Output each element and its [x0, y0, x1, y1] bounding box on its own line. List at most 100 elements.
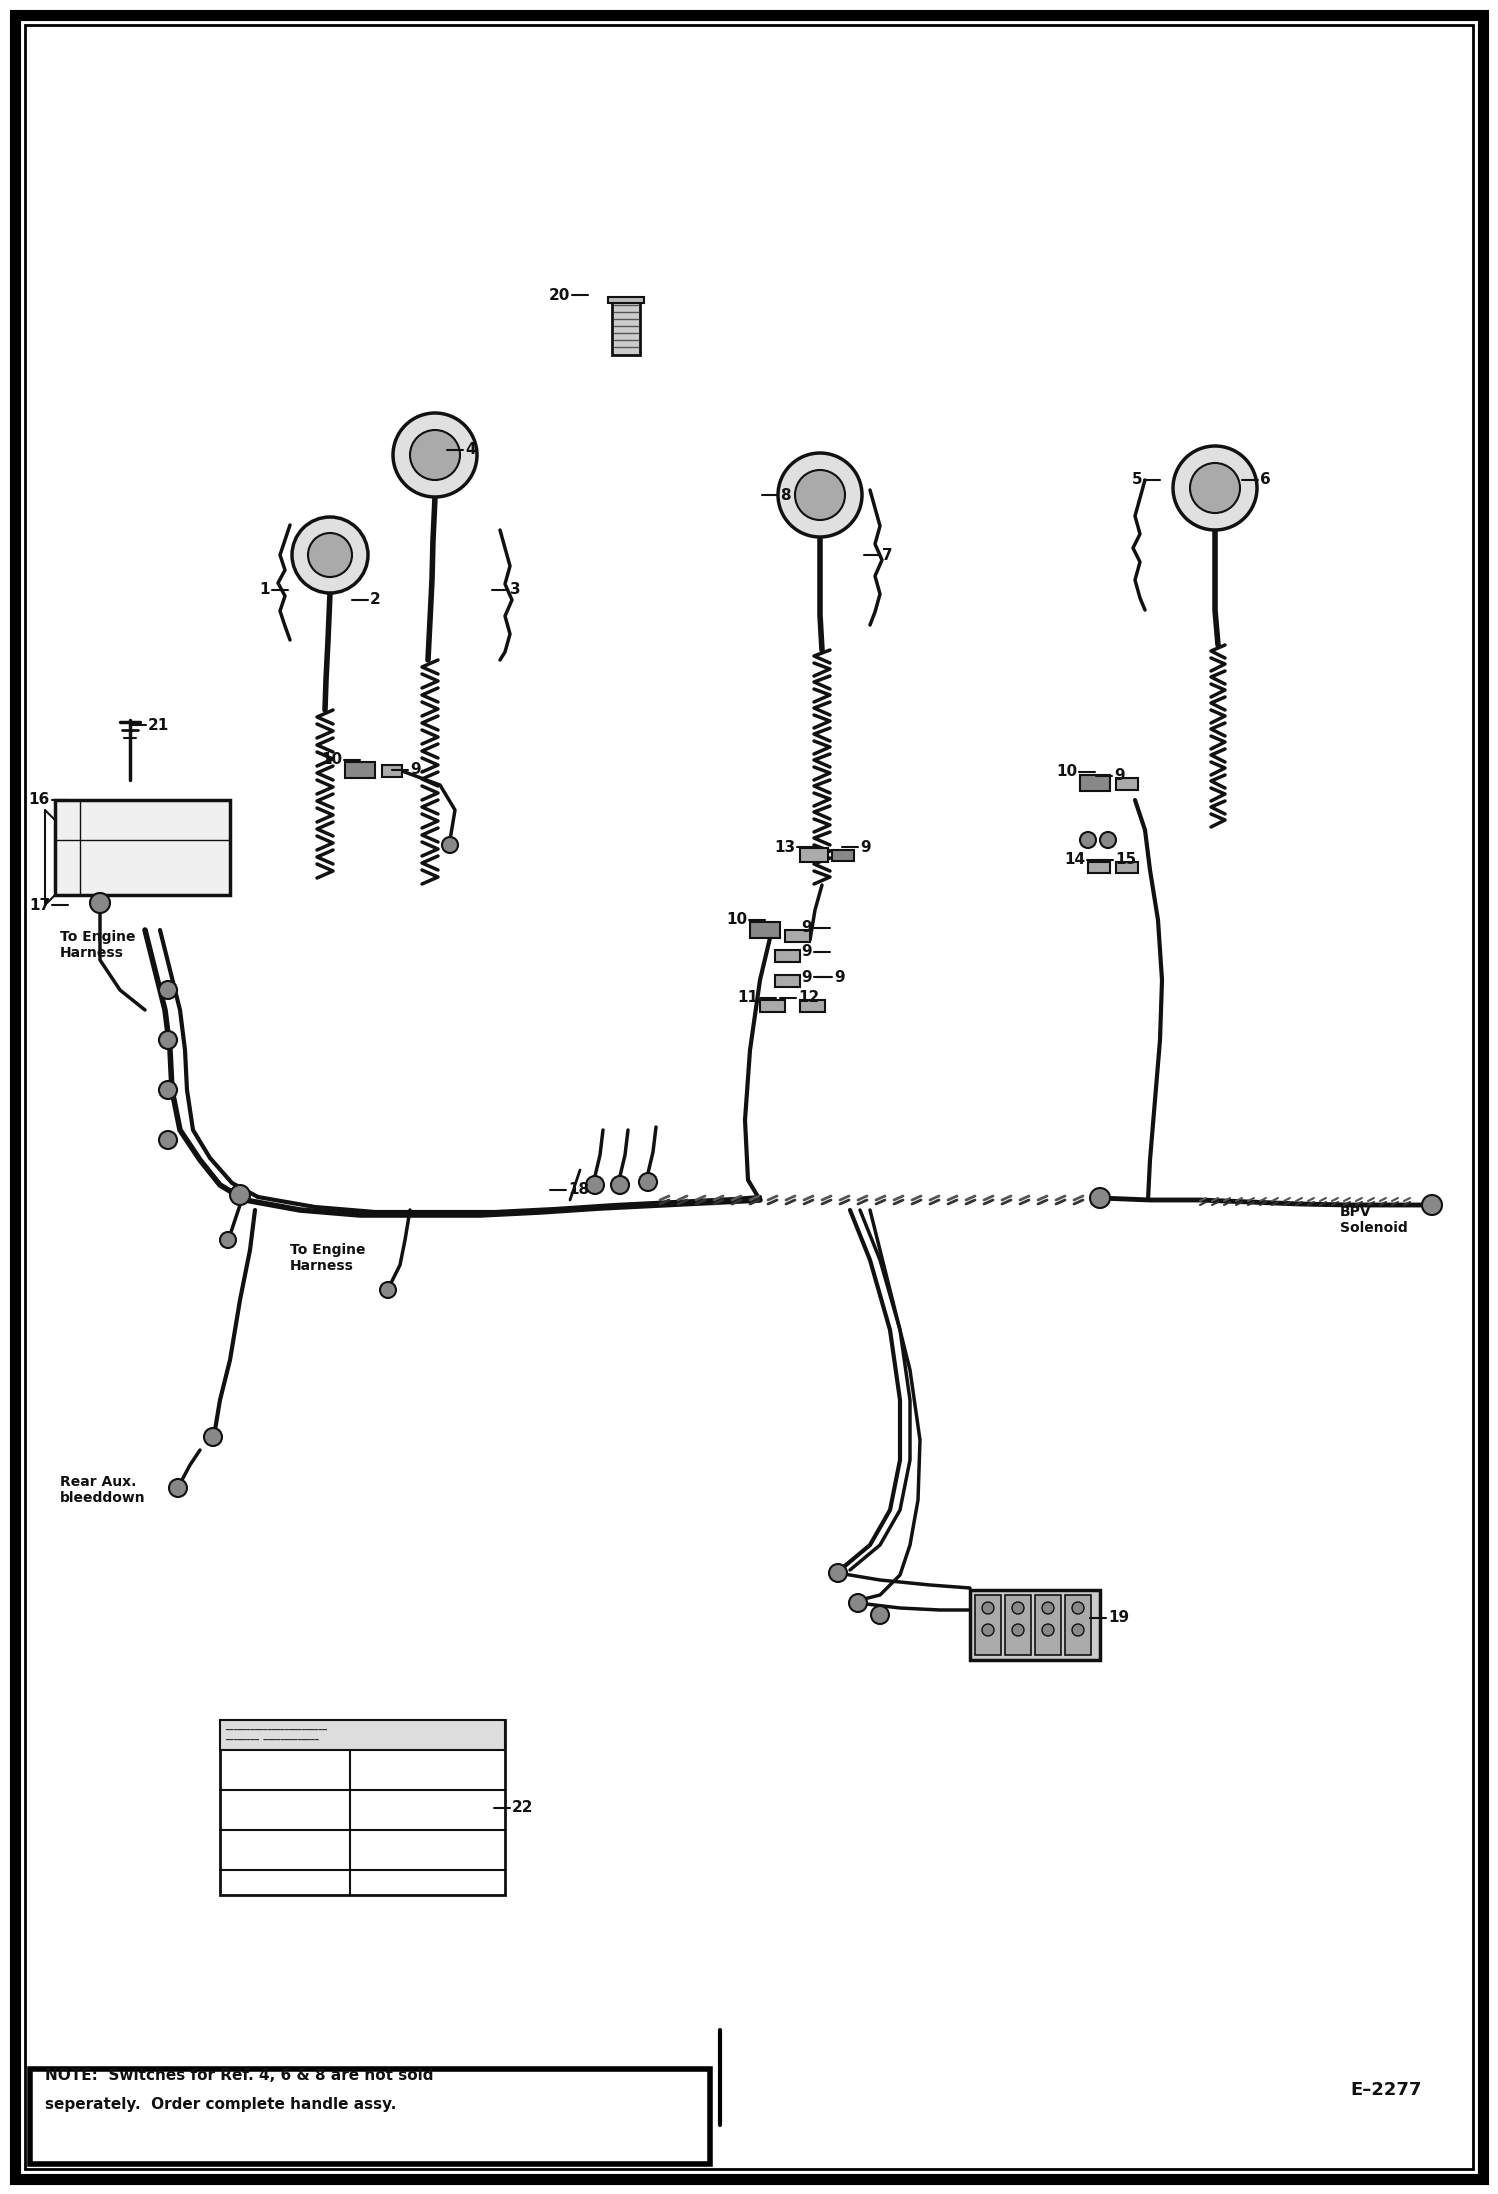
Bar	[382, 766, 401, 777]
Text: 19: 19	[1109, 1610, 1129, 1626]
Text: E–2277: E–2277	[1350, 2080, 1422, 2100]
Text: 20: 20	[548, 287, 571, 303]
Text: 4: 4	[464, 443, 476, 459]
Circle shape	[1043, 1602, 1055, 1615]
Circle shape	[586, 1176, 604, 1194]
Circle shape	[1422, 1196, 1443, 1215]
Text: 15: 15	[1115, 853, 1135, 867]
Circle shape	[1073, 1624, 1085, 1637]
Text: 10: 10	[321, 753, 342, 768]
Circle shape	[983, 1602, 995, 1615]
Circle shape	[380, 1281, 395, 1299]
Text: 5: 5	[1131, 472, 1141, 487]
Bar	[800, 849, 828, 862]
Text: 16: 16	[28, 792, 49, 807]
Circle shape	[828, 1564, 846, 1582]
Circle shape	[159, 981, 177, 998]
Text: 9: 9	[410, 764, 421, 777]
Circle shape	[204, 1428, 222, 1446]
Bar	[345, 761, 374, 779]
Text: 9: 9	[801, 921, 812, 935]
Bar	[1088, 862, 1110, 873]
Text: seperately.  Order complete handle assy.: seperately. Order complete handle assy.	[45, 2097, 397, 2113]
Circle shape	[159, 1082, 177, 1099]
Circle shape	[1013, 1602, 1025, 1615]
Text: 9: 9	[860, 840, 870, 853]
Text: 8: 8	[780, 487, 791, 502]
Text: ━━━━━━━━  ━━━━━━━━━━━━━: ━━━━━━━━ ━━━━━━━━━━━━━	[225, 1738, 319, 1742]
Circle shape	[231, 1185, 250, 1205]
Text: 9: 9	[801, 943, 812, 959]
Bar	[975, 1595, 1001, 1654]
Bar	[608, 296, 644, 303]
Text: 14: 14	[1064, 853, 1085, 867]
Bar	[55, 801, 231, 895]
Bar	[30, 2069, 710, 2163]
Text: 11: 11	[737, 989, 758, 1005]
Text: 21: 21	[148, 717, 169, 733]
Text: 17: 17	[28, 897, 49, 913]
Bar	[613, 301, 640, 355]
Bar	[1116, 862, 1138, 873]
Bar	[774, 974, 800, 987]
Bar	[831, 849, 854, 860]
Bar	[800, 1000, 825, 1011]
Circle shape	[169, 1479, 187, 1496]
Bar	[774, 950, 800, 961]
Circle shape	[90, 893, 109, 913]
Circle shape	[983, 1624, 995, 1637]
Circle shape	[392, 412, 476, 498]
Text: 18: 18	[568, 1183, 589, 1198]
Bar	[759, 1000, 785, 1011]
Text: 10: 10	[1056, 764, 1077, 779]
Text: BPV
Solenoid: BPV Solenoid	[1341, 1205, 1408, 1235]
Circle shape	[410, 430, 460, 480]
Circle shape	[795, 470, 845, 520]
Text: 3: 3	[509, 581, 521, 597]
Bar	[1065, 1595, 1091, 1654]
Bar	[785, 930, 810, 941]
Circle shape	[777, 452, 861, 538]
Circle shape	[611, 1176, 629, 1194]
Text: 9: 9	[834, 970, 845, 985]
Text: To Engine
Harness: To Engine Harness	[291, 1242, 366, 1273]
Bar	[1035, 1595, 1061, 1654]
Text: ━━━━━━━━━━━━━━━━━━━━━━━━: ━━━━━━━━━━━━━━━━━━━━━━━━	[225, 1727, 327, 1733]
Text: 9: 9	[1115, 768, 1125, 783]
Circle shape	[1073, 1602, 1085, 1615]
Circle shape	[309, 533, 352, 577]
Bar	[220, 1720, 505, 1896]
Bar	[971, 1591, 1100, 1661]
Text: 7: 7	[882, 548, 893, 562]
Text: 6: 6	[1260, 472, 1270, 487]
Bar	[750, 921, 780, 939]
Circle shape	[220, 1233, 237, 1248]
Bar	[220, 1720, 505, 1751]
Text: 13: 13	[774, 840, 795, 853]
Circle shape	[1043, 1624, 1055, 1637]
Circle shape	[159, 1130, 177, 1150]
Circle shape	[870, 1606, 888, 1624]
Circle shape	[1100, 832, 1116, 849]
Circle shape	[1013, 1624, 1025, 1637]
Circle shape	[442, 836, 458, 853]
Bar	[1005, 1595, 1031, 1654]
Text: 9: 9	[801, 970, 812, 985]
Circle shape	[159, 1031, 177, 1049]
Text: 10: 10	[727, 913, 748, 928]
Text: NOTE:  Switches for Ref. 4, 6 & 8 are not sold: NOTE: Switches for Ref. 4, 6 & 8 are not…	[45, 2067, 433, 2082]
Text: 12: 12	[798, 989, 819, 1005]
Circle shape	[1091, 1187, 1110, 1209]
Text: Rear Aux.
bleeddown: Rear Aux. bleeddown	[60, 1474, 145, 1505]
Bar	[1080, 774, 1110, 792]
Text: To Engine
Harness: To Engine Harness	[60, 930, 135, 961]
Circle shape	[849, 1595, 867, 1613]
Text: 1: 1	[259, 581, 270, 597]
Circle shape	[1189, 463, 1240, 513]
Text: 22: 22	[512, 1801, 533, 1814]
Circle shape	[292, 518, 369, 592]
Circle shape	[1173, 445, 1257, 531]
Circle shape	[640, 1174, 658, 1191]
Bar	[1116, 779, 1138, 790]
Text: 2: 2	[370, 592, 380, 608]
